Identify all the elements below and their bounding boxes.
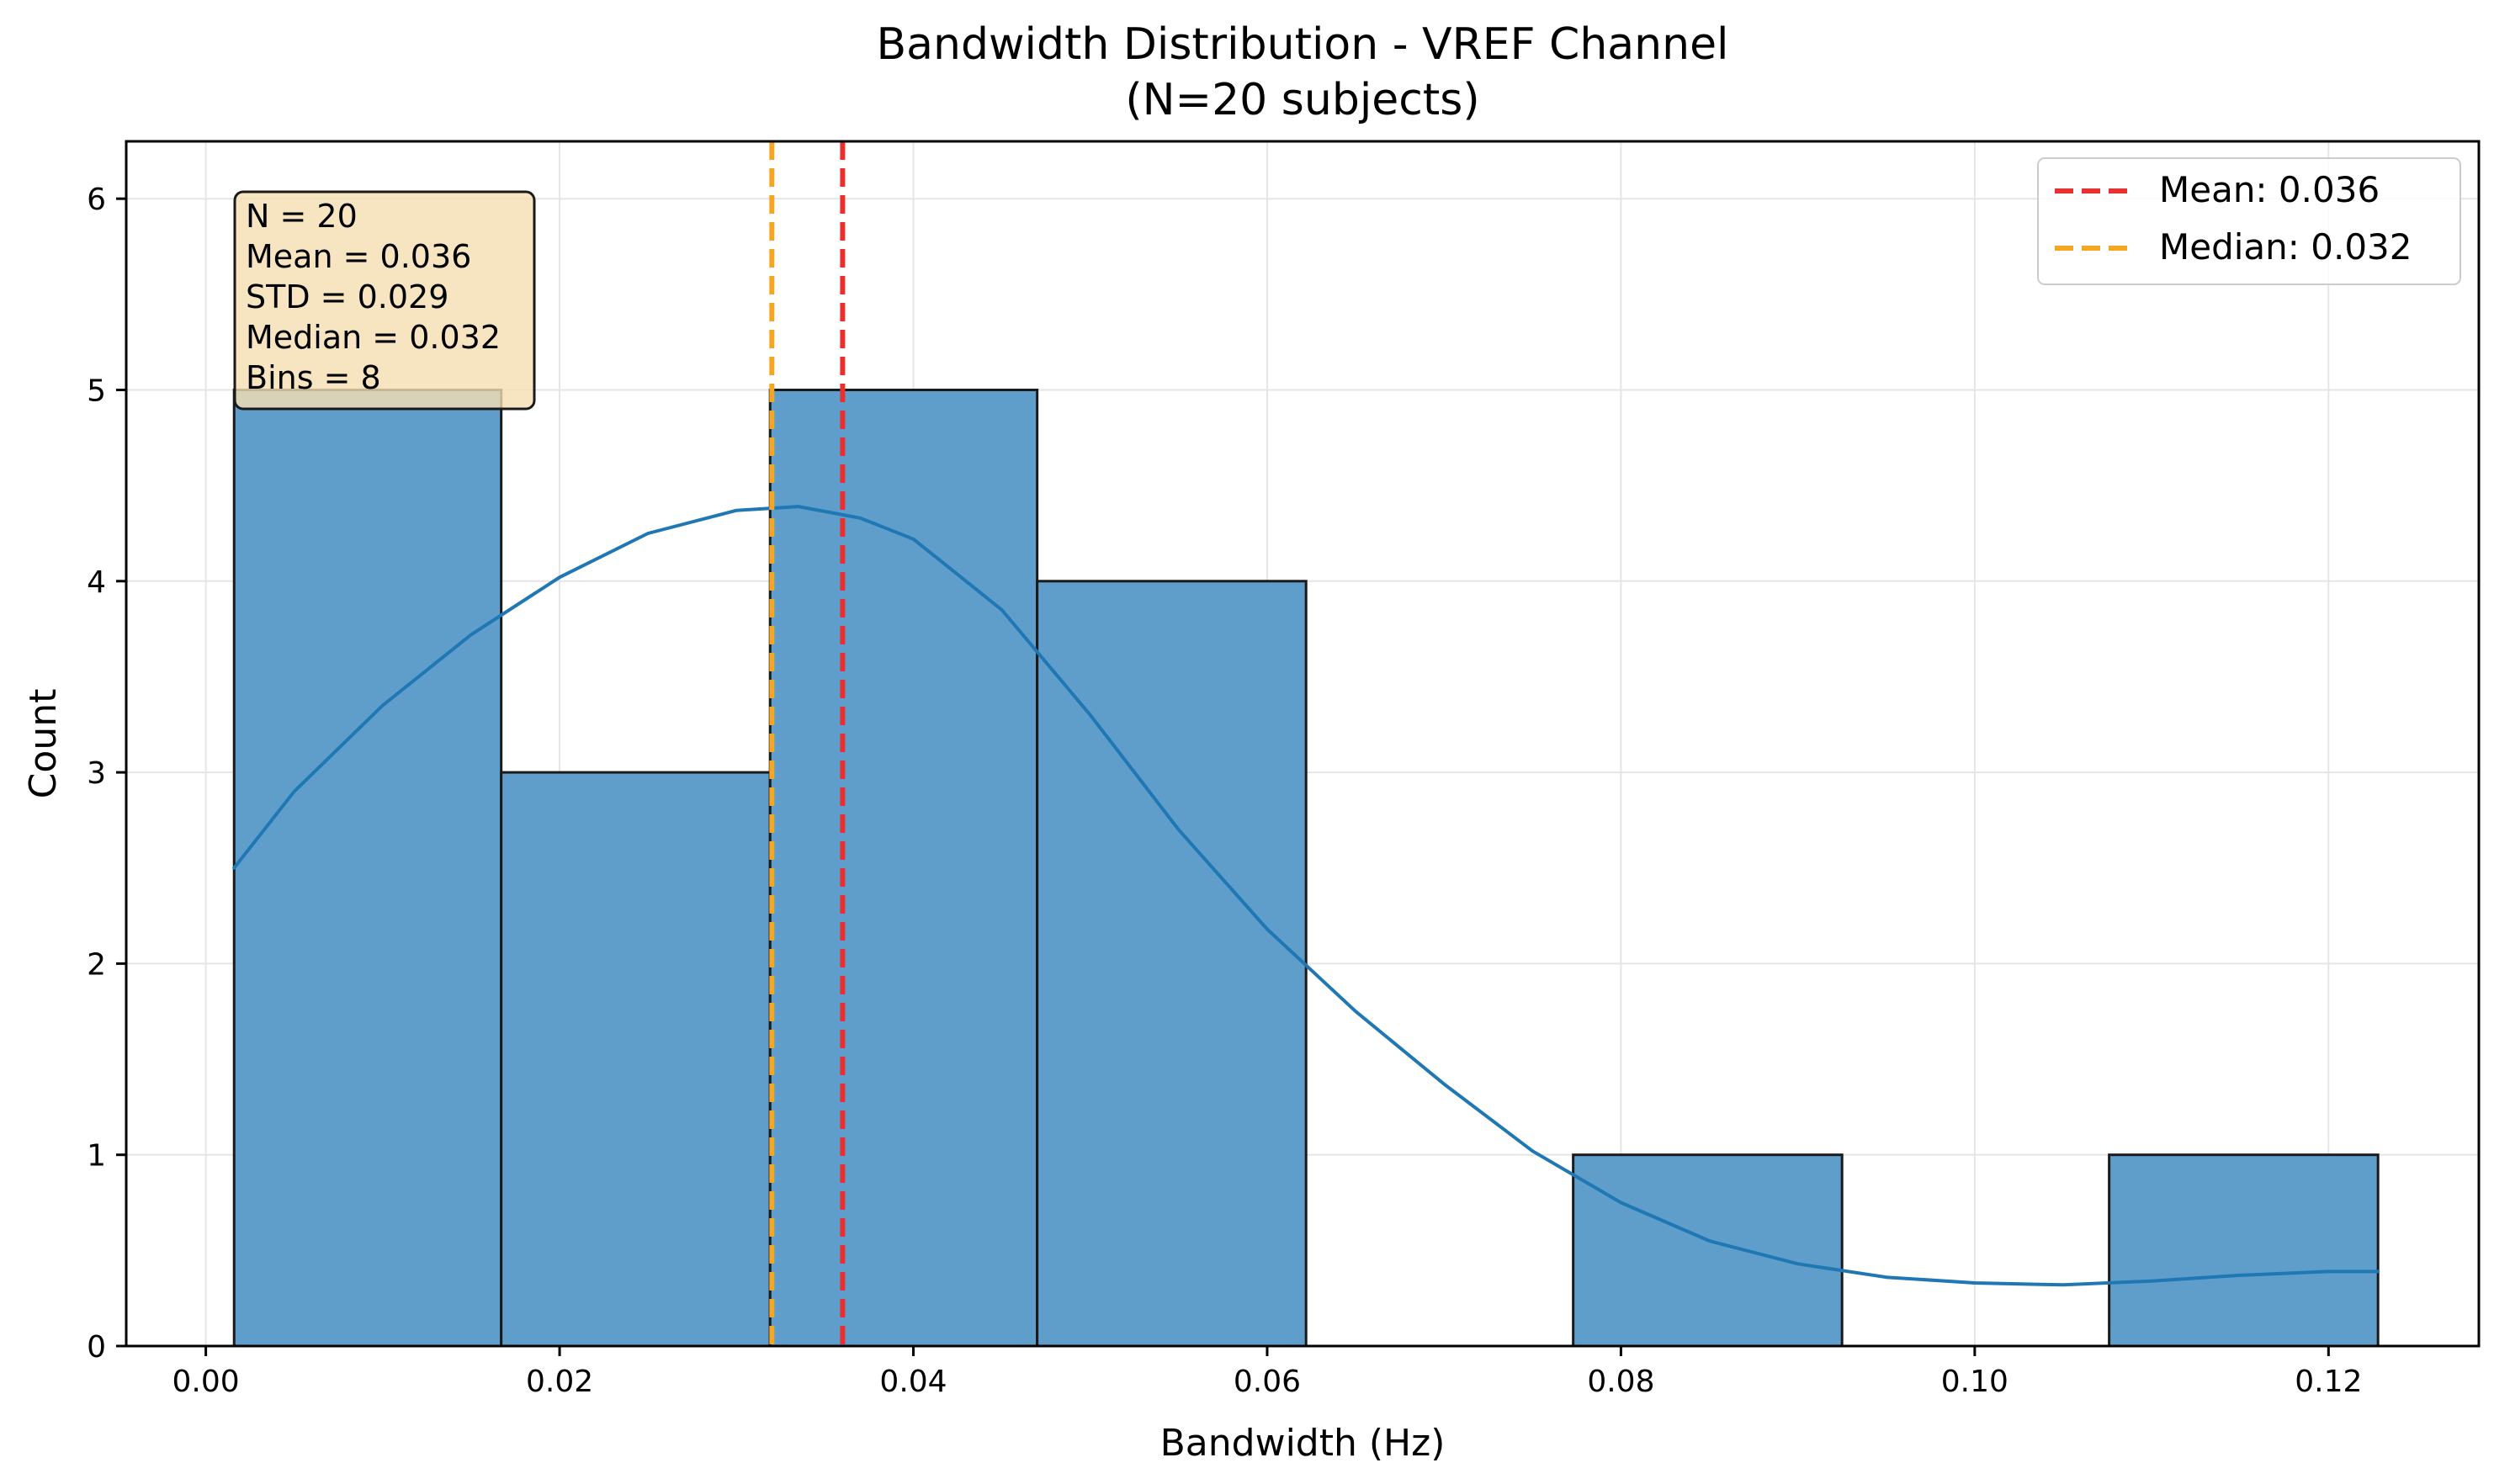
x-axis-label: Bandwidth (Hz) [1160, 1422, 1446, 1465]
y-tick-label: 3 [87, 756, 106, 791]
y-axis-label: Count [22, 689, 65, 799]
legend-mean-label: Mean: 0.036 [2159, 169, 2380, 210]
y-tick-label: 6 [87, 183, 106, 217]
x-axis-ticks: 0.00 0.02 0.04 0.06 0.08 0.10 0.12 [172, 1346, 2362, 1399]
y-tick-label: 2 [87, 947, 106, 982]
x-tick-label: 0.06 [1234, 1365, 1301, 1399]
histogram-bar [768, 388, 1039, 1348]
y-tick-label: 5 [87, 374, 106, 408]
y-tick-label: 1 [87, 1139, 106, 1174]
x-tick-label: 0.12 [2295, 1365, 2362, 1399]
stats-line-bins: Bins = 8 [246, 359, 381, 396]
kde-curve-group [232, 505, 2380, 1287]
reference-lines [769, 141, 846, 1346]
legend-background [2037, 157, 2461, 285]
histogram-bar [232, 388, 503, 1348]
y-tick-label: 0 [87, 1330, 106, 1365]
stats-line-n: N = 20 [246, 198, 358, 235]
stats-line-std: STD = 0.029 [246, 278, 448, 315]
chart-subtitle: (N=20 subjects) [1125, 75, 1479, 125]
plot-frame [125, 140, 2481, 1348]
x-tick-label: 0.10 [1941, 1365, 2008, 1399]
stats-line-median: Median = 0.032 [246, 319, 501, 356]
legend-median-label: Median: 0.032 [2159, 226, 2412, 268]
histogram-bar [1036, 580, 1308, 1348]
y-tick-label: 4 [87, 565, 106, 600]
histogram-bars [232, 388, 2380, 1348]
x-tick-label: 0.04 [879, 1365, 947, 1399]
x-tick-label: 0.08 [1587, 1365, 1654, 1399]
chart-title: Bandwidth Distribution - VREF Channel [876, 19, 1728, 70]
y-axis-ticks: 0 1 2 3 4 5 6 [87, 183, 126, 1365]
stats-box: N = 20 Mean = 0.036 STD = 0.029 Median =… [233, 190, 536, 411]
stats-box-background [233, 190, 536, 411]
histogram-bar [500, 771, 772, 1348]
legend: Mean: 0.036 Median: 0.032 [2037, 157, 2461, 285]
histogram-bar [2108, 1153, 2380, 1348]
x-tick-label: 0.00 [172, 1365, 240, 1399]
stats-line-mean: Mean = 0.036 [246, 238, 471, 275]
histogram-bar [1572, 1153, 1844, 1348]
x-tick-label: 0.02 [526, 1365, 593, 1399]
kde-curve [232, 505, 2380, 1287]
